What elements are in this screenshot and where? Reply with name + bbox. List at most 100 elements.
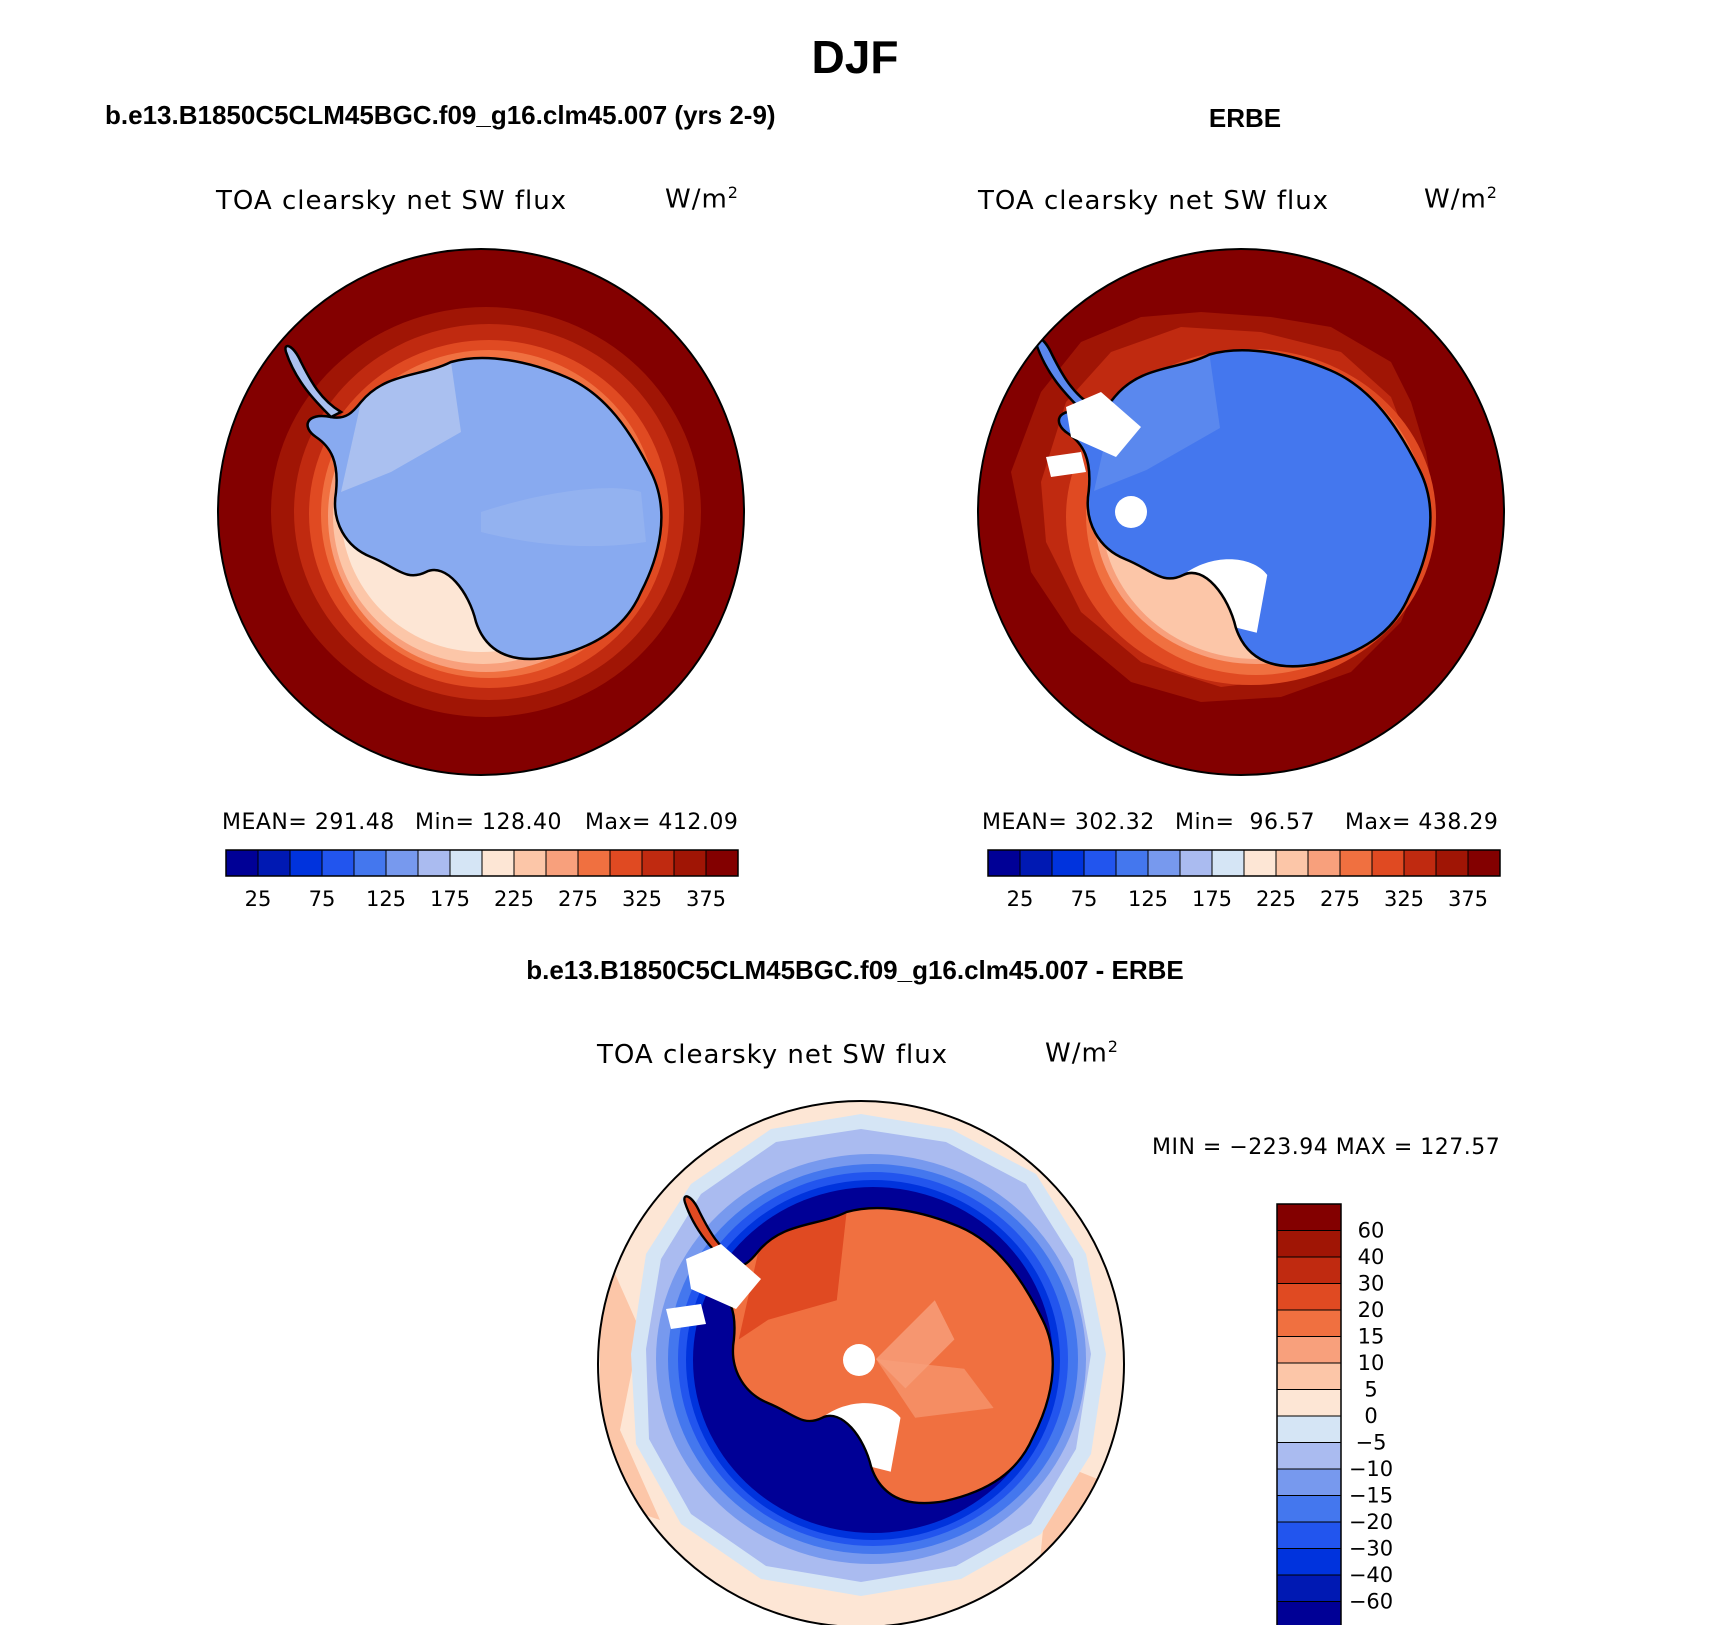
diff-colorbar-tick-label: −60 xyxy=(1349,1590,1393,1614)
diff-colorbar-swatch xyxy=(1276,1309,1342,1337)
left-colorbar-tick-label: 375 xyxy=(686,887,726,911)
left-colorbar-swatch xyxy=(417,849,451,877)
diff-colorbar-swatch xyxy=(1276,1336,1342,1364)
left-colorbar-swatch xyxy=(577,849,611,877)
diff-colorbar-tick-label: 20 xyxy=(1358,1298,1385,1322)
left-colorbar-swatch xyxy=(673,849,707,877)
diff-colorbar-tick-label: −40 xyxy=(1349,1563,1393,1587)
diff-colorbar-tick-label: −10 xyxy=(1349,1457,1393,1481)
diff-colorbar-tick-label: 30 xyxy=(1358,1272,1385,1296)
right-colorbar-tick-label: 225 xyxy=(1256,887,1296,911)
diff-colorbar-tick-label: 0 xyxy=(1364,1404,1377,1428)
diff-panel-case-label: b.e13.B1850C5CLM45BGC.f09_g16.clm45.007 … xyxy=(526,955,1184,985)
right-min-text: Min= 96.57 xyxy=(1175,810,1315,835)
right-colorbar-swatch xyxy=(1083,849,1117,877)
diff-minmax-text: MIN = −223.94 MAX = 127.57 xyxy=(1152,1135,1501,1160)
right-colorbar-tick-label: 325 xyxy=(1384,887,1424,911)
diff-map-border xyxy=(597,1100,1125,1625)
left-colorbar-swatch xyxy=(225,849,259,877)
right-colorbar-tick-label: 75 xyxy=(1071,887,1098,911)
diff-colorbar-tick-label: −15 xyxy=(1349,1484,1393,1508)
diff-colorbar-tick-label: 5 xyxy=(1364,1378,1377,1402)
diff-colorbar-swatch xyxy=(1276,1521,1342,1549)
diff-colorbar-swatch xyxy=(1276,1256,1342,1284)
left-colorbar-swatch xyxy=(481,849,515,877)
right-colorbar-tick-label: 175 xyxy=(1192,887,1232,911)
diff-unit: W/m2 xyxy=(1045,1037,1119,1069)
right-unit-sup: 2 xyxy=(1486,183,1498,202)
right-max-text: Max= 438.29 xyxy=(1345,810,1499,835)
diff-unit-sup: 2 xyxy=(1107,1037,1119,1056)
right-colorbar-tick-label: 125 xyxy=(1128,887,1168,911)
left-colorbar-tick-label: 175 xyxy=(430,887,470,911)
left-panel-case-label: b.e13.B1850C5CLM45BGC.f09_g16.clm45.007 … xyxy=(105,100,776,130)
diff-colorbar-swatch xyxy=(1276,1230,1342,1258)
left-colorbar-swatch xyxy=(545,849,579,877)
diff-colorbar-swatch xyxy=(1276,1442,1342,1470)
right-colorbar-swatch xyxy=(1307,849,1341,877)
diff-colorbar-swatch xyxy=(1276,1548,1342,1576)
diff-colorbar-swatch xyxy=(1276,1601,1342,1625)
left-min-text: Min= 128.40 xyxy=(415,810,562,835)
left-colorbar-swatch xyxy=(609,849,643,877)
right-colorbar-swatch xyxy=(1371,849,1405,877)
right-colorbar-swatch xyxy=(1115,849,1149,877)
left-colorbar-tick-label: 275 xyxy=(558,887,598,911)
left-colorbar-swatch xyxy=(321,849,355,877)
left-colorbar-tick-label: 25 xyxy=(245,887,272,911)
diff-colorbar-swatch xyxy=(1276,1203,1342,1231)
right-colorbar-swatch xyxy=(1467,849,1501,877)
right-colorbar-swatch xyxy=(1435,849,1469,877)
right-colorbar-swatch xyxy=(1179,849,1213,877)
right-polar-map xyxy=(978,249,1504,775)
left-colorbar-swatch xyxy=(705,849,739,877)
left-polar-map xyxy=(218,249,744,775)
right-colorbar: 25 75 125 175 225 275 325 375 xyxy=(987,849,1501,911)
left-unit: W/m2 xyxy=(665,183,739,215)
left-colorbar-swatch xyxy=(353,849,387,877)
left-colorbar-swatch xyxy=(257,849,291,877)
right-unit-base: W/m xyxy=(1424,184,1487,215)
right-map-border xyxy=(977,248,1505,776)
diff-colorbar-swatch xyxy=(1276,1468,1342,1496)
diff-colorbar-tick-label: −5 xyxy=(1356,1431,1387,1455)
right-colorbar-swatch xyxy=(1211,849,1245,877)
left-colorbar-swatch xyxy=(641,849,675,877)
right-colorbar-swatch xyxy=(1339,849,1373,877)
diff-colorbar-tick-label: 10 xyxy=(1358,1351,1385,1375)
right-mean-text: MEAN= 302.32 xyxy=(982,810,1155,835)
left-unit-base: W/m xyxy=(665,184,728,215)
right-colorbar-swatch xyxy=(1403,849,1437,877)
diff-colorbar-tick-label: 40 xyxy=(1358,1245,1385,1269)
left-variable-title: TOA clearsky net SW flux xyxy=(216,186,568,216)
right-variable-title: TOA clearsky net SW flux xyxy=(978,186,1330,216)
diff-polar-map xyxy=(598,1101,1124,1625)
left-colorbar-swatch xyxy=(513,849,547,877)
right-panel-case-label: ERBE xyxy=(1208,103,1282,133)
left-map-border xyxy=(217,248,745,776)
right-colorbar-swatch xyxy=(987,849,1021,877)
right-colorbar-outline xyxy=(987,849,1501,877)
diff-colorbar-tick-label: 60 xyxy=(1358,1219,1385,1243)
right-colorbar-swatch xyxy=(1275,849,1309,877)
left-unit-sup: 2 xyxy=(727,183,739,202)
right-unit: W/m2 xyxy=(1424,183,1498,215)
diff-colorbar-swatch xyxy=(1276,1574,1342,1602)
right-colorbar-swatch xyxy=(1051,849,1085,877)
left-colorbar-swatch xyxy=(449,849,483,877)
diff-colorbar-outline xyxy=(1276,1203,1342,1625)
left-colorbar-tick-label: 75 xyxy=(309,887,336,911)
right-colorbar-swatch xyxy=(1147,849,1181,877)
left-mean-text: MEAN= 291.48 xyxy=(222,810,395,835)
diff-colorbar-swatch xyxy=(1276,1495,1342,1523)
right-colorbar-swatch xyxy=(1019,849,1053,877)
diff-colorbar-tick-label: 15 xyxy=(1358,1325,1385,1349)
left-colorbar-tick-label: 225 xyxy=(494,887,534,911)
diff-colorbar-tick-label: −30 xyxy=(1349,1537,1393,1561)
left-colorbar-tick-label: 325 xyxy=(622,887,662,911)
left-colorbar-swatch xyxy=(289,849,323,877)
diff-colorbar-swatch xyxy=(1276,1389,1342,1417)
diff-colorbar-swatch xyxy=(1276,1415,1342,1443)
